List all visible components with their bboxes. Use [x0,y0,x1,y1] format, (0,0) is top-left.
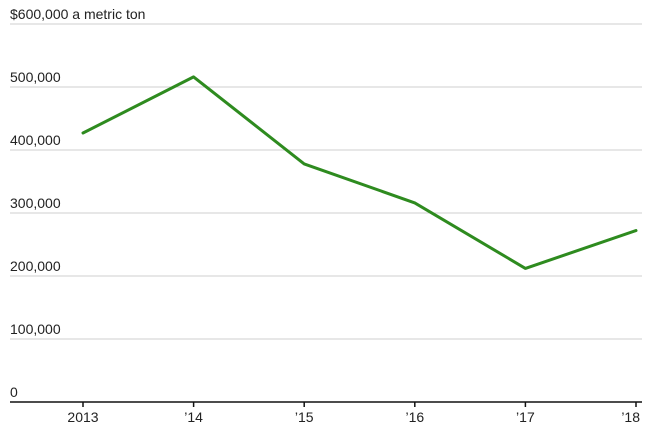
x-tick-label: 2013 [67,409,98,425]
y-tick-label: $600,000 a metric ton [10,6,145,22]
x-tick-label: ’15 [295,409,314,425]
x-axis [10,401,642,407]
y-tick-label: 0 [10,384,18,400]
y-tick-label: 400,000 [10,132,61,148]
series-lines [81,75,638,270]
x-tick-label: ’16 [405,409,424,425]
y-tick-labels: 0 100,000 200,000 300,000 400,000 500,000 $600… [10,6,145,400]
y-tick-label: 100,000 [10,321,61,337]
y-tick-label: 500,000 [10,69,61,85]
x-tick-labels: 2013 ’14 ’15 ’16 ’17 ’18 [67,409,640,425]
gridlines [10,23,642,340]
x-tick-label: ’14 [184,409,203,425]
series-line [81,75,638,270]
x-tick-label: ’18 [621,409,640,425]
x-tick-label: ’17 [516,409,535,425]
y-tick-label: 200,000 [10,258,61,274]
y-tick-label: 300,000 [10,195,61,211]
